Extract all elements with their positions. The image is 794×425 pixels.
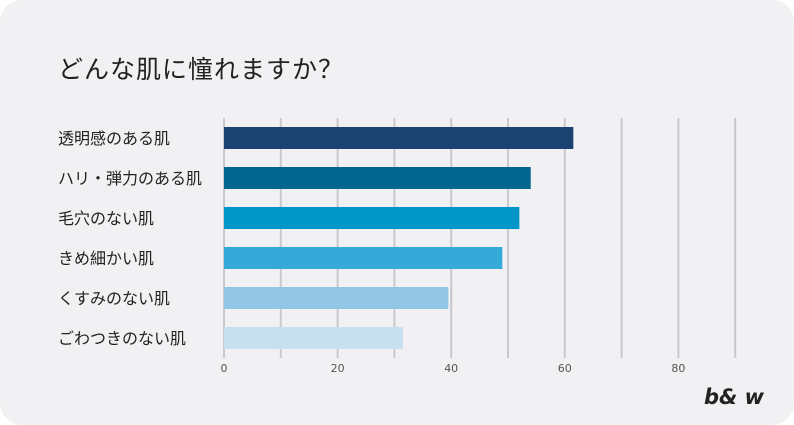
category-label: 透明感のある肌	[58, 129, 170, 148]
bar	[224, 167, 531, 189]
category-label: 毛穴のない肌	[58, 209, 154, 228]
x-tick-label: 80	[671, 362, 685, 375]
category-label: ハリ・弾力のある肌	[58, 169, 202, 188]
bar	[224, 247, 503, 269]
bar	[224, 287, 449, 309]
x-tick-label: 60	[558, 362, 572, 375]
bar	[224, 127, 574, 149]
category-label: きめ細かい肌	[58, 249, 154, 268]
category-label: ごわつきのない肌	[58, 329, 186, 348]
bar	[224, 207, 520, 229]
brand-logo: b& w	[703, 385, 764, 409]
x-tick-label: 40	[444, 362, 458, 375]
x-tick-label: 20	[331, 362, 345, 375]
chart-title: どんな肌に憧れますか？	[58, 55, 345, 84]
category-label: くすみのない肌	[58, 289, 170, 308]
bar	[224, 327, 403, 349]
x-tick-label: 0	[221, 362, 228, 375]
